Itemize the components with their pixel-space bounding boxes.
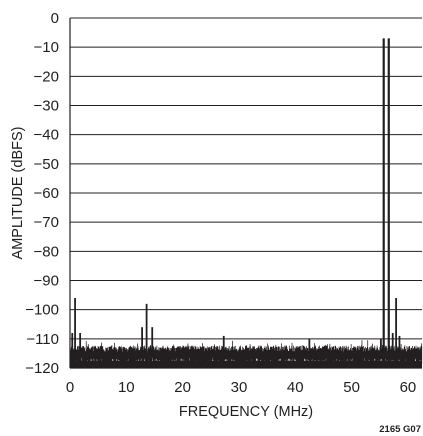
y-tick-label: −80 (34, 243, 59, 260)
horizontal-grid (70, 17, 422, 340)
y-tick-label: −10 (34, 39, 59, 56)
y-tick-label: −90 (34, 273, 59, 290)
y-axis-tick-labels: 0 −10 −20 −30 −40 −50 −60 −70 −80 −90 −100 −110 −120 (25, 10, 59, 377)
spectral-spurs (71, 38, 401, 354)
y-axis-title: AMPLITUDE (dBFS) (10, 127, 26, 260)
y-tick-label: −40 (34, 127, 59, 144)
y-tick-label: −100 (25, 302, 59, 319)
x-tick-label: 60 (400, 379, 417, 396)
y-tick-label: 0 (51, 10, 59, 27)
y-tick-label: −110 (26, 331, 59, 348)
x-tick-label: 50 (343, 379, 360, 396)
x-axis-tick-labels: 0 10 20 30 40 50 60 (66, 379, 416, 396)
x-tick-label: 20 (174, 379, 191, 396)
y-tick-label: −50 (34, 156, 59, 173)
noise-floor-band (70, 360, 422, 368)
y-tick-label: −120 (25, 360, 59, 377)
y-tick-label: −20 (34, 68, 59, 85)
y-tick-label: −60 (34, 185, 59, 202)
x-tick-label: 30 (231, 379, 248, 396)
y-tick-label: −30 (34, 98, 59, 115)
figure-id-label: 2165 G07 (379, 424, 421, 435)
y-tick-label: −70 (34, 214, 59, 231)
x-tick-label: 40 (287, 379, 304, 396)
x-tick-label: 0 (66, 379, 74, 396)
x-tick-label: 10 (118, 379, 135, 396)
x-axis-title: FREQUENCY (MHz) (179, 404, 313, 420)
